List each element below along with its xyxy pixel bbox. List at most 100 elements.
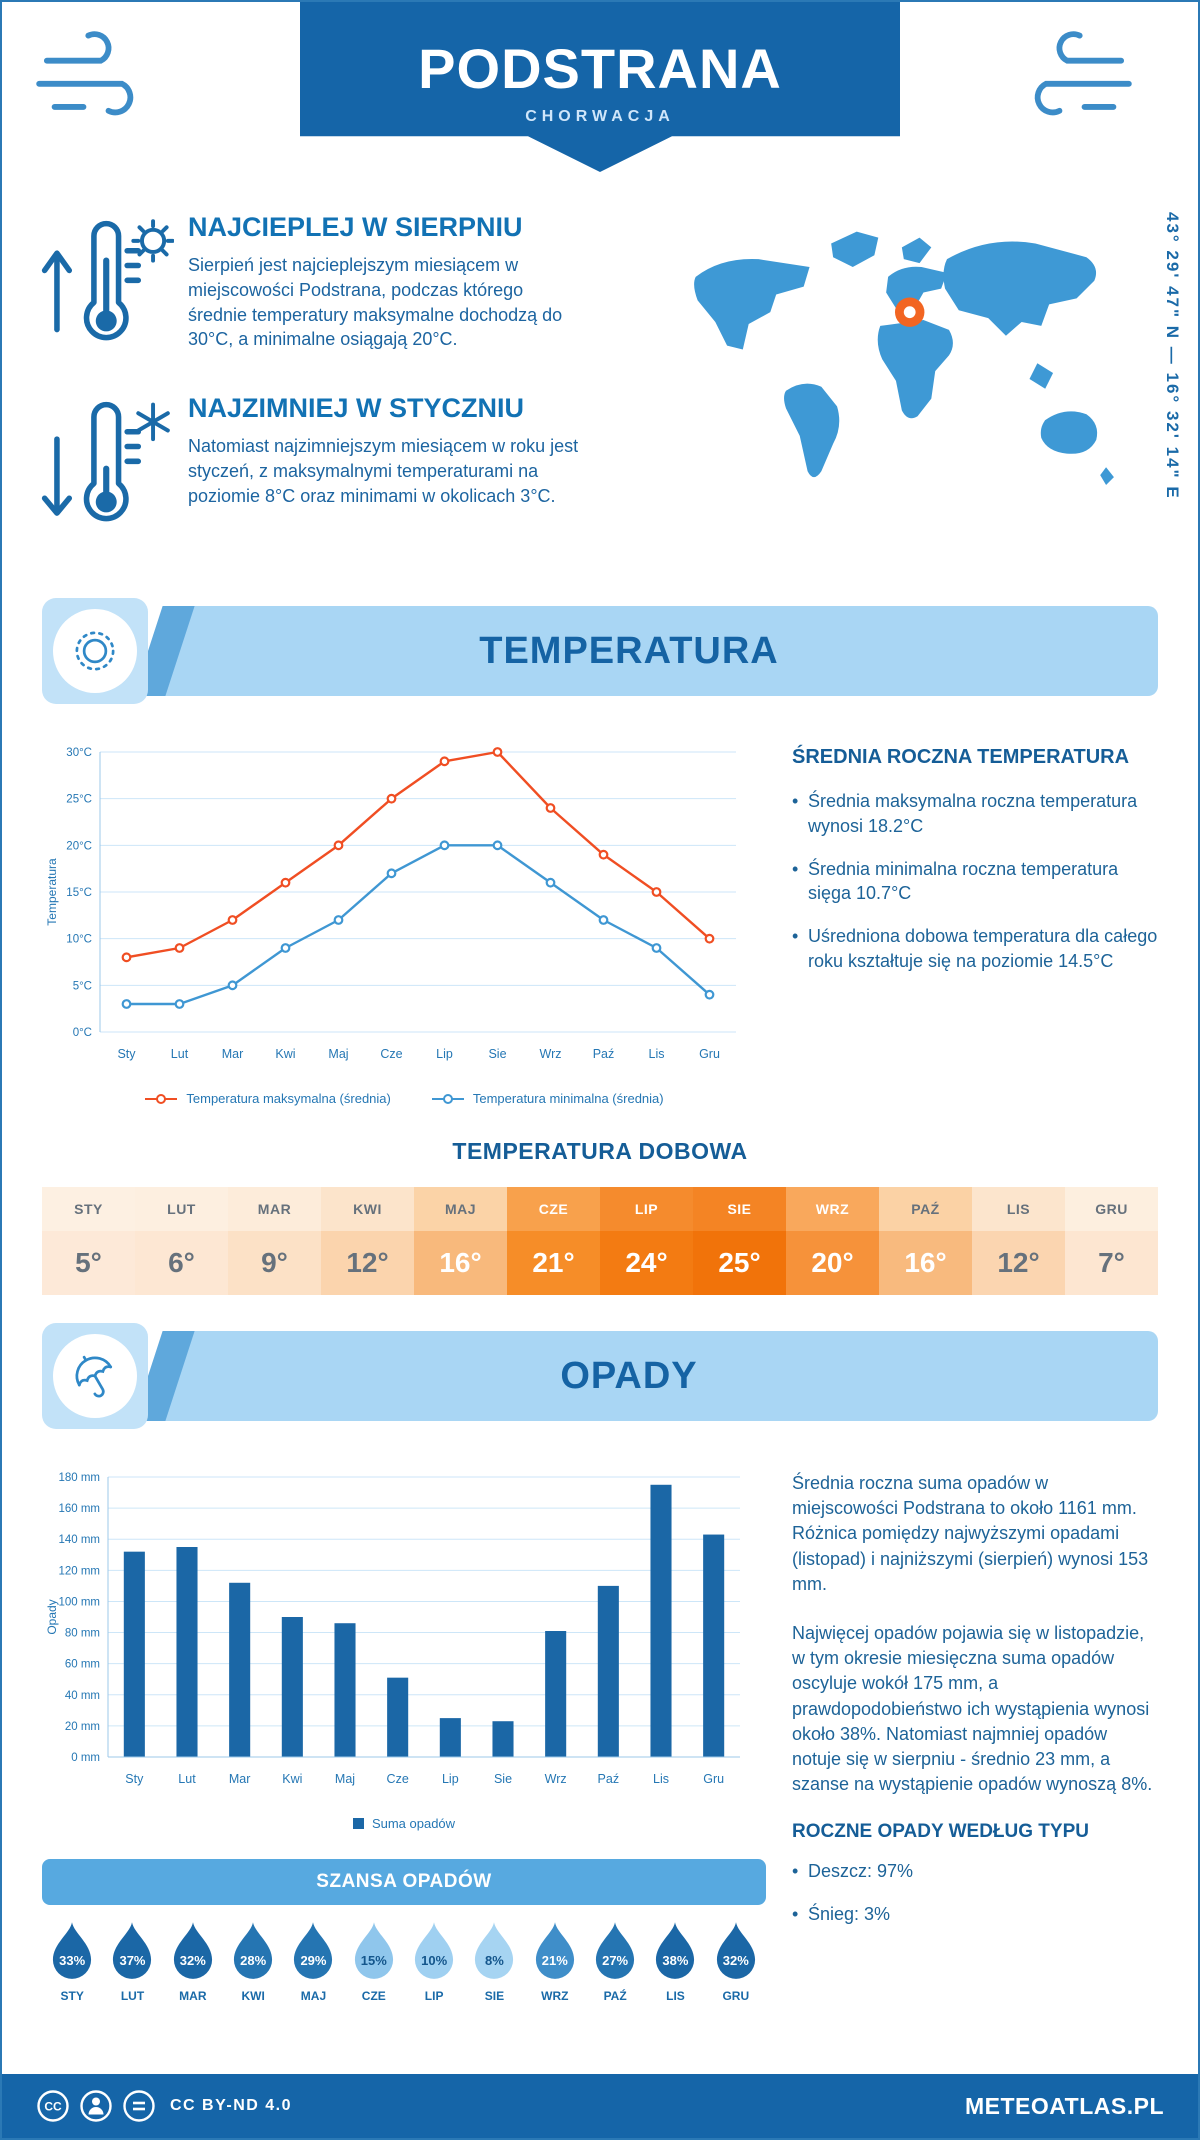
highlights-column: NAJCIEPLEJ W SIERPNIU Sierpień jest najc… bbox=[36, 208, 668, 570]
svg-text:100 mm: 100 mm bbox=[58, 1596, 100, 1608]
svg-text:0°C: 0°C bbox=[73, 1027, 92, 1039]
temperature-band-bar: TEMPERATURA bbox=[142, 606, 1158, 696]
svg-text:Sie: Sie bbox=[488, 1047, 506, 1061]
daily-temp-value: 12° bbox=[321, 1231, 414, 1295]
chance-value: 32% bbox=[179, 1953, 206, 1968]
svg-text:0 mm: 0 mm bbox=[71, 1752, 100, 1764]
chance-month: SIE bbox=[484, 1989, 505, 2003]
raindrop-icon bbox=[294, 1922, 333, 1979]
temp-bullet: Średnia maksymalna roczna temperatura wy… bbox=[792, 789, 1158, 839]
chance-drop-gru: 32% GRU bbox=[706, 1921, 766, 2003]
daily-temp-column-sty: STY 5° bbox=[42, 1187, 135, 1295]
chance-drop-cze: 15% CZE bbox=[344, 1921, 404, 2003]
daily-temp-value: 21° bbox=[507, 1231, 600, 1295]
cold-thermometer-icon bbox=[36, 389, 188, 546]
chance-month: KWI bbox=[241, 1989, 265, 2003]
daily-temp-column-lip: LIP 24° bbox=[600, 1187, 693, 1295]
umbrella-icon bbox=[42, 1323, 148, 1429]
chance-drop-paź: 27% PAŹ bbox=[585, 1921, 645, 2003]
temp-bullet: Uśredniona dobowa temperatura dla całego… bbox=[792, 924, 1158, 974]
chance-drop-maj: 29% MAJ bbox=[283, 1921, 343, 2003]
daily-temp-value: 20° bbox=[786, 1231, 879, 1295]
daily-temp-value: 24° bbox=[600, 1231, 693, 1295]
svg-text:Lis: Lis bbox=[649, 1047, 665, 1061]
daily-temp-value: 6° bbox=[135, 1231, 228, 1295]
daily-temp-month: LUT bbox=[135, 1187, 228, 1231]
svg-text:Sty: Sty bbox=[117, 1047, 136, 1061]
chance-of-precip-drops: 33% STY 37% LUT 32% MAR 28% KWI 29% MAJ 15% CZE 10% L… bbox=[42, 1921, 766, 2003]
chance-drop-lip: 10% LIP bbox=[404, 1921, 464, 2003]
temperature-band-title: TEMPERATURA bbox=[479, 629, 779, 672]
header: PODSTRANA CHORWACJA bbox=[2, 2, 1198, 178]
no-derivatives-icon bbox=[123, 2090, 155, 2122]
daily-temp-column-gru: GRU 7° bbox=[1065, 1187, 1158, 1295]
svg-text:Sty: Sty bbox=[125, 1772, 144, 1786]
chance-value: 10% bbox=[421, 1953, 448, 1968]
chance-month: STY bbox=[60, 1989, 84, 2003]
raindrop-icon bbox=[234, 1922, 273, 1979]
raindrop-icon bbox=[535, 1922, 574, 1979]
chance-month: LUT bbox=[120, 1989, 145, 2003]
temp-bullet: Średnia minimalna roczna temperatura się… bbox=[792, 857, 1158, 907]
highlight-text: Sierpień jest najcieplejszym miesiącem w… bbox=[188, 255, 563, 350]
daily-temp-month: SIE bbox=[693, 1187, 786, 1231]
precipitation-band-bar: OPADY bbox=[142, 1331, 1158, 1421]
daily-temp-column-lis: LIS 12° bbox=[972, 1187, 1065, 1295]
svg-text:Gru: Gru bbox=[703, 1772, 724, 1786]
daily-temp-month: MAJ bbox=[414, 1187, 507, 1231]
svg-text:Lut: Lut bbox=[178, 1772, 196, 1786]
svg-text:30°C: 30°C bbox=[66, 747, 92, 759]
daily-temp-column-lut: LUT 6° bbox=[135, 1187, 228, 1295]
raindrop-icon bbox=[596, 1922, 635, 1979]
svg-text:Sie: Sie bbox=[494, 1772, 512, 1786]
raindrop-icon bbox=[53, 1922, 92, 1979]
precip-paragraph: Średnia roczna suma opadów w miejscowośc… bbox=[792, 1473, 1149, 1594]
daily-temp-month: CZE bbox=[507, 1187, 600, 1231]
highlight-title: NAJZIMNIEJ W STYCZNIU bbox=[188, 393, 525, 423]
daily-temp-column-maj: MAJ 16° bbox=[414, 1187, 507, 1295]
chance-month: MAR bbox=[179, 1989, 207, 2003]
svg-text:Wrz: Wrz bbox=[540, 1047, 562, 1061]
temperature-chart-legend: Temperatura maksymalna (średnia) Temperat… bbox=[42, 1091, 766, 1106]
cc-icon: CC bbox=[37, 2090, 69, 2122]
temperature-line-chart: 0°C 5°C 10°C 15°C 20°C 25°C 30°C Sty Lut Mar Kwi Ma… bbox=[45, 747, 736, 1061]
legend-line-swatch bbox=[145, 1093, 178, 1104]
svg-text:10°C: 10°C bbox=[66, 934, 92, 946]
daily-temp-column-sie: SIE 25° bbox=[693, 1187, 786, 1295]
precipitation-chart-legend: Suma opadów bbox=[42, 1816, 766, 1831]
daily-temp-month: LIS bbox=[972, 1187, 1065, 1231]
highlights-section: NAJCIEPLEJ W SIERPNIU Sierpień jest najc… bbox=[2, 178, 1198, 570]
daily-temp-value: 7° bbox=[1065, 1231, 1158, 1295]
daily-temp-month: MAR bbox=[228, 1187, 321, 1231]
daily-temp-column-wrz: WRZ 20° bbox=[786, 1187, 879, 1295]
svg-text:15°C: 15°C bbox=[66, 887, 92, 899]
temperature-side-column: ŚREDNIA ROCZNA TEMPERATURA Średnia maksy… bbox=[792, 738, 1158, 1106]
chance-value: 27% bbox=[602, 1953, 629, 1968]
raindrop-icon bbox=[716, 1922, 755, 1979]
highlight-warmest: NAJCIEPLEJ W SIERPNIU Sierpień jest najc… bbox=[36, 208, 668, 365]
chance-of-precip-header: SZANSA OPADÓW bbox=[42, 1859, 766, 1905]
daily-temp-value: 5° bbox=[42, 1231, 135, 1295]
chance-drop-lut: 37% LUT bbox=[102, 1921, 162, 2003]
precipitation-content: 0 mm 20 mm 40 mm 60 mm 80 mm 100 mm 120 mm 140 … bbox=[2, 1429, 1198, 2003]
daily-temp-month: STY bbox=[42, 1187, 135, 1231]
legend-line-swatch bbox=[431, 1093, 464, 1104]
warm-thermometer-icon bbox=[36, 208, 188, 365]
raindrop-icon bbox=[173, 1922, 212, 1979]
attribution-icon bbox=[80, 2090, 112, 2122]
chance-drop-sty: 33% STY bbox=[42, 1921, 102, 2003]
temperature-band: TEMPERATURA bbox=[42, 598, 1158, 704]
svg-text:Temperatura: Temperatura bbox=[45, 858, 59, 926]
svg-text:Kwi: Kwi bbox=[282, 1772, 302, 1786]
daily-temp-title: TEMPERATURA DOBOWA bbox=[452, 1138, 748, 1164]
chance-value: 33% bbox=[59, 1953, 86, 1968]
chance-value: 8% bbox=[485, 1953, 504, 1968]
precipitation-chart-column: 0 mm 20 mm 40 mm 60 mm 80 mm 100 mm 120 mm 140 … bbox=[42, 1463, 766, 2003]
license-label: CC BY-ND 4.0 bbox=[170, 2097, 293, 2114]
chance-drop-mar: 32% MAR bbox=[163, 1921, 223, 2003]
chance-drop-kwi: 28% KWI bbox=[223, 1921, 283, 2003]
daily-temp-column-paź: PAŹ 16° bbox=[879, 1187, 972, 1295]
svg-text:Mar: Mar bbox=[229, 1772, 251, 1786]
location-marker bbox=[894, 297, 925, 327]
